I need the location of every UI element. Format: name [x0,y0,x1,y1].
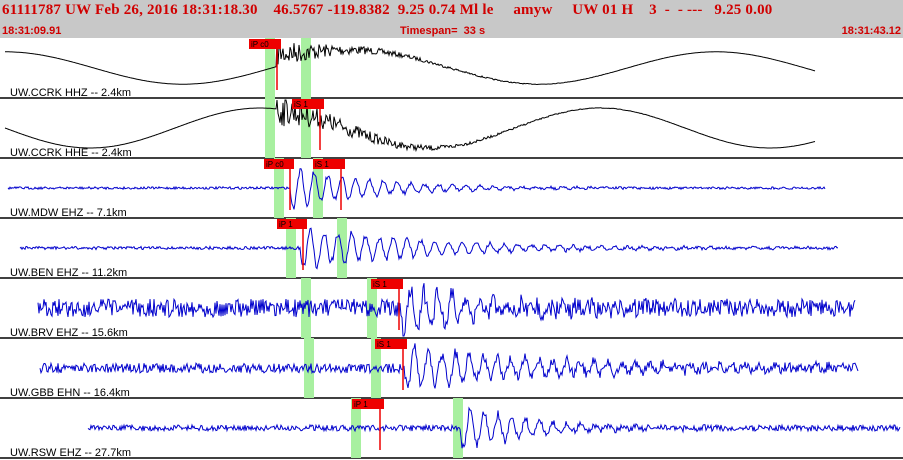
pick-flag[interactable] [313,159,345,169]
pick-flag[interactable] [371,279,403,289]
pick-label[interactable]: iS 1 [373,280,387,289]
event-summary-title: 61111787 UW Feb 26, 2016 18:31:18.30 46.… [2,2,773,18]
pick-flag[interactable] [352,399,384,409]
station-label: UW.CCRK HHZ -- 2.4km [10,87,131,99]
window-marker[interactable] [301,98,311,158]
header-bar: 61111787 UW Feb 26, 2016 18:31:18.30 46.… [0,0,903,38]
pick-flag[interactable] [264,159,294,169]
pick-flag[interactable] [375,339,407,349]
seismogram-panel[interactable]: iP c0 UW.CCRK HHZ -- 2.4km iS 1 UW.CCRK HHE… [0,38,903,460]
pick-label[interactable]: iP 1 [354,400,368,409]
waveform-trace[interactable] [37,283,856,337]
end-time: 18:31:43.12 [841,25,901,37]
pick-label[interactable]: iS 1 [315,160,329,169]
station-label: UW.RSW EHZ -- 27.7km [10,447,131,459]
waveform-trace[interactable] [87,406,901,449]
pick-flag[interactable] [249,39,281,49]
pick-label[interactable]: iP c0 [266,160,284,169]
waveform-trace[interactable] [19,227,839,270]
timespan-label: Timespan= 33 s [400,25,486,37]
start-time: 18:31:09.91 [2,25,62,37]
pick-label[interactable]: iS 1 [294,100,308,109]
station-label: UW.BEN EHZ -- 11.2km [10,267,127,279]
window-marker[interactable] [301,278,311,338]
waveform-trace[interactable] [4,99,816,153]
pick-label[interactable]: iP c0 [251,40,269,49]
waveform-trace[interactable] [5,39,816,86]
pick-flag[interactable] [292,99,324,109]
station-label: UW.BRV EHZ -- 15.6km [10,327,128,339]
waveform-trace[interactable] [39,343,859,389]
window-marker[interactable] [301,38,311,98]
pick-label[interactable]: iS 1 [377,340,391,349]
pick-flag[interactable] [277,219,307,229]
station-label: UW.CCRK HHE -- 2.4km [10,147,132,159]
window-marker[interactable] [265,98,275,158]
pick-label[interactable]: iP 1 [279,220,293,229]
station-label: UW.GBB EHN -- 16.4km [10,387,130,399]
waveform-trace[interactable] [7,168,826,210]
station-label: UW.MDW EHZ -- 7.1km [10,207,127,219]
